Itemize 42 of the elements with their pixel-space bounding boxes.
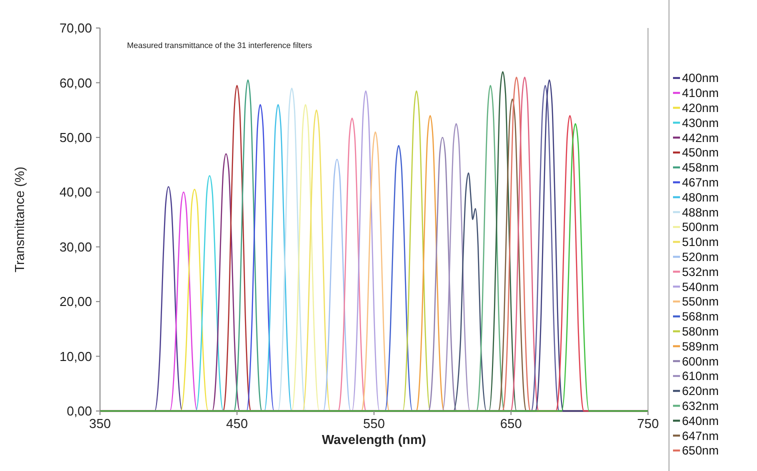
- legend-label: 520nm: [682, 250, 719, 264]
- legend-label: 620nm: [682, 384, 719, 398]
- legend-label: 589nm: [682, 339, 719, 354]
- text: Measured transmittance of the 31 interference filters: [127, 41, 312, 50]
- legend-label: 568nm: [682, 310, 719, 324]
- y-tick-label: 60,00: [59, 75, 92, 90]
- x-tick-label: 450: [226, 416, 248, 431]
- y-tick-label: 40,00: [59, 184, 92, 200]
- y-tick-label: 20,00: [59, 294, 92, 310]
- legend-label: 450nm: [682, 146, 719, 160]
- legend-label: 442nm: [682, 130, 719, 145]
- legend-label: 647nm: [682, 428, 719, 443]
- y-tick-label: 0,00: [66, 404, 92, 419]
- x-tick-label: 350: [89, 416, 111, 431]
- legend-label: 480nm: [682, 190, 719, 204]
- legend-label: 420nm: [682, 101, 719, 115]
- legend-label: 510nm: [682, 235, 719, 250]
- legend-label: 650nm: [682, 444, 719, 458]
- y-tick-label: 70,00: [59, 20, 92, 36]
- x-tick-label: 650: [500, 416, 522, 431]
- legend-label: 610nm: [682, 369, 719, 384]
- legend-label: 400nm: [682, 71, 719, 86]
- legend-label: 500nm: [682, 220, 719, 234]
- legend-label: 632nm: [682, 399, 719, 413]
- y-tick-label: 30,00: [59, 239, 92, 254]
- x-tick-label: 750: [637, 416, 659, 431]
- legend-label: 410nm: [682, 86, 719, 100]
- legend-label: 640nm: [682, 414, 719, 428]
- x-tick-label: 550: [363, 416, 385, 431]
- legend-label: 467nm: [682, 176, 719, 190]
- y-tick-label: 10,00: [59, 348, 92, 364]
- legend-label: 540nm: [682, 280, 719, 294]
- y-axis-title: Transmittance (%): [12, 166, 27, 272]
- legend-label: 580nm: [682, 324, 719, 338]
- legend-label: 532nm: [682, 264, 719, 279]
- legend-label: 600nm: [682, 354, 719, 368]
- x-axis-title: Wavelength (nm): [322, 432, 426, 447]
- legend-label: 430nm: [682, 116, 719, 130]
- legend-label: 488nm: [682, 205, 719, 220]
- legend-label: 458nm: [682, 160, 719, 175]
- y-tick-label: 50,00: [59, 130, 92, 145]
- legend-label: 550nm: [682, 294, 719, 309]
